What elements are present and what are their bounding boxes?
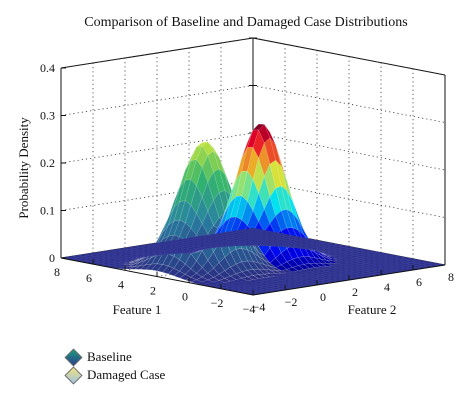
- legend: Baseline Damaged Case: [64, 347, 166, 385]
- surface-patches: [60, 123, 446, 296]
- y-tick-label: 0: [320, 290, 326, 304]
- z-tick-label: 0.2: [40, 156, 55, 170]
- x-tick-label: 6: [86, 271, 92, 285]
- grid-line: [252, 132, 446, 171]
- baseline-swatch: [64, 347, 83, 367]
- x-tick-label: 4: [118, 277, 124, 291]
- grid-line: [252, 85, 446, 123]
- legend-label-damaged: Damaged Case: [87, 367, 166, 382]
- legend-label-baseline: Baseline: [87, 349, 132, 364]
- x-tick-label: −4: [243, 302, 256, 316]
- grid-line: [60, 85, 254, 116]
- y-axis-label: Feature 2: [348, 302, 397, 317]
- z-tick-label: 0.1: [40, 204, 55, 218]
- x-axis-label: Feature 1: [113, 302, 162, 317]
- z-tick-label: 0: [49, 251, 55, 265]
- y-tick-label: −4: [253, 300, 266, 314]
- y-tick-label: 4: [384, 280, 390, 294]
- z-tick-label: 0.3: [40, 109, 55, 123]
- chart-title: Comparison of Baseline and Damaged Case …: [84, 15, 408, 30]
- damaged-swatch: [64, 365, 83, 385]
- z-tick-label: 0.4: [40, 61, 55, 75]
- x-tick-label: 2: [150, 284, 156, 298]
- x-tick-label: 0: [182, 290, 188, 304]
- y-tick-label: 2: [352, 285, 358, 299]
- surface-patch: [247, 227, 259, 231]
- y-tick-label: 8: [448, 270, 454, 284]
- y-tick-label: 6: [416, 275, 422, 289]
- grid-line: [60, 180, 254, 211]
- legend-item-damaged: Damaged Case: [64, 365, 166, 385]
- grid-line: [60, 132, 254, 164]
- x-tick-label: −2: [211, 296, 224, 310]
- y-tick-label: −2: [285, 295, 298, 309]
- z-axis-label: Probability Density: [16, 117, 31, 219]
- x-tick-label: 8: [54, 265, 60, 279]
- grid-line: [252, 180, 446, 218]
- legend-item-baseline: Baseline: [64, 347, 165, 367]
